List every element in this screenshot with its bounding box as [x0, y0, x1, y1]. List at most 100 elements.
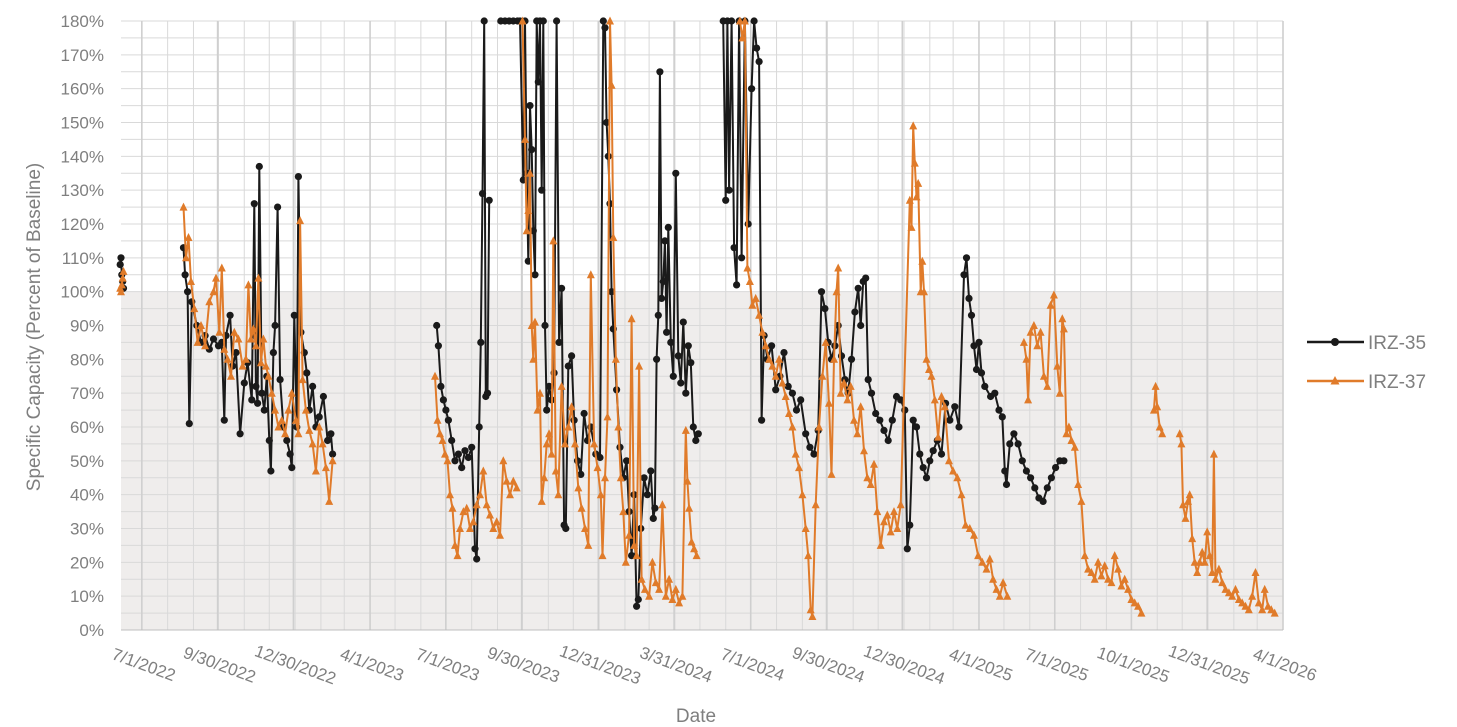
data-point-irz-35: [1014, 440, 1022, 448]
data-point-irz-37: [187, 277, 195, 285]
data-point-irz-35: [434, 342, 442, 350]
data-point-irz-37: [1228, 591, 1237, 600]
data-point-irz-35: [564, 362, 572, 370]
data-point-irz-37: [896, 500, 905, 509]
data-point-irz-35: [755, 58, 763, 66]
data-point-irz-35: [694, 430, 702, 438]
data-point-irz-37: [1053, 361, 1062, 370]
data-point-irz-35: [725, 186, 733, 194]
data-point-irz-35: [926, 457, 934, 465]
data-point-irz-37: [627, 314, 636, 323]
data-point-irz-37: [551, 466, 560, 475]
data-point-irz-37: [1254, 598, 1263, 607]
data-point-irz-35: [271, 321, 279, 330]
data-point-irz-35: [753, 44, 761, 52]
data-point-irz-37: [1137, 608, 1146, 617]
data-point-irz-35: [1043, 484, 1051, 492]
data-point-irz-35: [901, 406, 909, 414]
data-point-irz-35: [810, 450, 818, 458]
data-point-irz-37: [1181, 513, 1190, 522]
data-point-irz-37: [1218, 578, 1227, 587]
data-point-irz-35: [628, 552, 636, 560]
data-point-irz-37: [1100, 561, 1109, 570]
data-point-irz-35: [851, 308, 859, 316]
data-point-irz-35: [558, 284, 566, 292]
data-point-irz-37: [436, 429, 444, 438]
data-point-irz-37: [811, 500, 820, 509]
data-point-irz-35: [806, 443, 814, 451]
y-tick-label: 180%: [61, 12, 104, 31]
data-point-irz-37: [614, 422, 623, 431]
data-point-irz-37: [687, 537, 696, 546]
data-point-irz-37: [775, 354, 784, 363]
data-point-irz-35: [226, 311, 234, 319]
data-point-irz-37: [1059, 324, 1068, 333]
data-point-irz-35: [884, 436, 892, 445]
data-point-irz-37: [220, 344, 229, 353]
data-point-irz-37: [590, 439, 599, 448]
data-point-irz-37: [999, 578, 1008, 587]
data-point-irz-35: [679, 318, 687, 326]
data-point-irz-37: [1114, 564, 1123, 573]
data-point-irz-35: [897, 396, 905, 404]
data-point-irz-35: [647, 467, 655, 475]
data-point-irz-37: [825, 398, 833, 407]
data-point-irz-35: [955, 423, 963, 431]
data-point-irz-37: [1117, 581, 1126, 590]
data-point-irz-37: [985, 554, 994, 563]
data-point-irz-35: [475, 423, 483, 431]
data-point-irz-37: [311, 466, 320, 475]
data-point-irz-37: [945, 456, 953, 465]
data-point-irz-37: [870, 459, 878, 468]
data-point-irz-37: [482, 500, 491, 509]
data-point-irz-37: [853, 429, 862, 438]
x-tick-label: 12/30/2022: [252, 641, 338, 688]
data-point-irz-35: [439, 396, 447, 404]
data-point-irz-35: [555, 338, 563, 346]
y-axis-ticks: 0% 10% 20% 30% 40% 50% 60% 70% 80% 90% 100% 110% 120…: [61, 12, 104, 640]
data-point-irz-37: [1077, 496, 1086, 505]
data-point-irz-37: [1211, 574, 1220, 583]
data-point-irz-37: [832, 287, 841, 296]
data-point-irz-37: [834, 263, 843, 272]
data-point-irz-37: [227, 371, 235, 380]
data-point-irz-35: [562, 524, 570, 533]
data-point-irz-37: [798, 490, 807, 499]
data-point-irz-37: [1267, 605, 1276, 614]
data-point-irz-37: [934, 432, 943, 441]
legend-item-irz-37: IRZ-37: [1307, 372, 1426, 393]
data-point-irz-35: [772, 386, 780, 394]
data-point-irz-37: [743, 263, 752, 272]
data-point-irz-35: [543, 406, 551, 414]
data-point-irz-35: [471, 545, 479, 553]
data-point-irz-35: [454, 450, 462, 458]
data-point-irz-37: [692, 551, 701, 560]
x-tick-label: 3/31/2024: [637, 643, 715, 687]
y-tick-label: 150%: [61, 114, 104, 133]
data-point-irz-35: [967, 311, 976, 319]
y-tick-label: 30%: [70, 520, 104, 539]
y-tick-label: 170%: [61, 46, 104, 65]
data-point-irz-37: [308, 439, 317, 448]
data-point-irz-35: [181, 271, 189, 279]
data-point-irz-37: [529, 354, 538, 363]
series-irz-37: [116, 16, 1279, 620]
data-point-irz-37: [808, 612, 817, 620]
data-point-irz-35: [478, 190, 487, 198]
data-point-irz-37: [117, 280, 126, 289]
data-point-irz-35: [1018, 457, 1026, 465]
data-point-irz-37: [632, 551, 641, 560]
data-point-irz-37: [771, 371, 780, 380]
data-point-irz-37: [586, 270, 595, 279]
data-point-irz-37: [791, 449, 800, 458]
data-point-irz-37: [315, 422, 324, 431]
data-point-irz-37: [451, 540, 459, 549]
data-point-irz-37: [635, 361, 644, 370]
y-tick-label: 110%: [62, 249, 104, 268]
data-point-irz-37: [866, 480, 875, 488]
data-point-irz-37: [625, 530, 634, 539]
data-point-irz-37: [274, 422, 283, 431]
data-point-irz-37: [531, 317, 539, 326]
data-point-irz-35: [477, 338, 485, 346]
